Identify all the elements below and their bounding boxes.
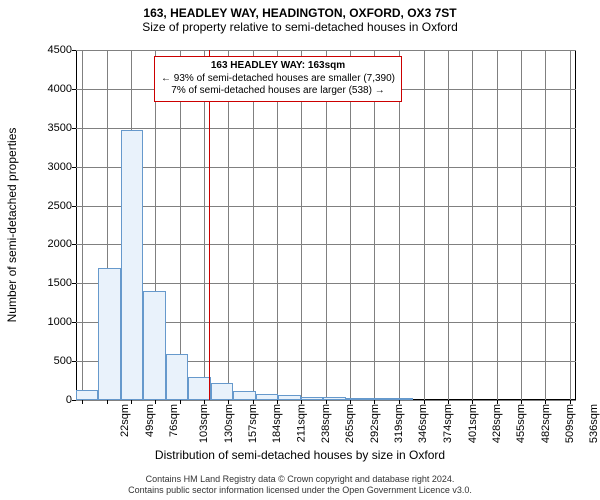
grid-line-v <box>180 50 181 400</box>
xtick-label: 482sqm <box>540 404 552 443</box>
xtick-mark <box>82 400 83 404</box>
footer-line1: Contains HM Land Registry data © Crown c… <box>146 474 455 484</box>
xtick-label: 346sqm <box>417 404 429 443</box>
chart-footer: Contains HM Land Registry data © Crown c… <box>0 474 600 496</box>
grid-line-v <box>204 50 205 400</box>
annotation-line2: ← 93% of semi-detached houses are smalle… <box>161 73 395 86</box>
ytick-mark <box>72 206 76 207</box>
grid-line-v <box>399 50 400 400</box>
xtick-label: 49sqm <box>144 404 156 437</box>
grid-line-v <box>374 50 375 400</box>
ytick-label: 3500 <box>22 122 72 134</box>
histogram-bar <box>301 397 324 400</box>
histogram-bar <box>211 383 234 400</box>
chart-title: 163, HEADLEY WAY, HEADINGTON, OXFORD, OX… <box>0 0 600 20</box>
ytick-mark <box>72 400 76 401</box>
xtick-label: 22sqm <box>119 404 131 437</box>
xtick-label: 292sqm <box>369 404 381 443</box>
ytick-label: 3000 <box>22 161 72 173</box>
footer-line2: Contains public sector information licen… <box>128 485 472 495</box>
ytick-label: 1500 <box>22 277 72 289</box>
ytick-mark <box>72 361 76 362</box>
histogram-bar <box>368 398 391 400</box>
ytick-mark <box>72 322 76 323</box>
annotation-box: 163 HEADLEY WAY: 163sqm← 93% of semi-det… <box>154 56 402 102</box>
grid-line-v <box>228 50 229 400</box>
grid-line-v <box>448 50 449 400</box>
grid-line-v <box>326 50 327 400</box>
xtick-label: 265sqm <box>344 404 356 443</box>
histogram-bar <box>233 391 256 400</box>
grid-line-v <box>497 50 498 400</box>
reference-line <box>209 50 210 400</box>
grid-line-v <box>301 50 302 400</box>
xtick-mark <box>131 400 132 404</box>
histogram-bar <box>278 395 301 400</box>
xtick-label: 509sqm <box>564 404 576 443</box>
xtick-label: 211sqm <box>295 404 307 442</box>
histogram-bar <box>76 390 99 400</box>
histogram-bar <box>143 291 166 400</box>
histogram-bar <box>188 377 211 400</box>
annotation-line1: 163 HEADLEY WAY: 163sqm <box>161 60 395 73</box>
grid-line-v <box>545 50 546 400</box>
xtick-label: 76sqm <box>168 404 180 437</box>
grid-line-v <box>350 50 351 400</box>
ytick-mark <box>72 283 76 284</box>
grid-line-v <box>424 50 425 400</box>
grid-line-v <box>82 50 83 400</box>
ytick-mark <box>72 128 76 129</box>
xtick-label: 130sqm <box>223 404 235 443</box>
chart-subtitle: Size of property relative to semi-detach… <box>0 20 600 36</box>
plot-area <box>76 50 576 400</box>
grid-line-v <box>253 50 254 400</box>
x-axis-label: Distribution of semi-detached houses by … <box>0 448 600 462</box>
axis-right <box>575 50 576 400</box>
ytick-label: 0 <box>22 394 72 406</box>
axis-left <box>76 50 77 400</box>
xtick-label: 401sqm <box>467 404 479 443</box>
chart-container: 163, HEADLEY WAY, HEADINGTON, OXFORD, OX… <box>0 0 600 500</box>
ytick-label: 500 <box>22 355 72 367</box>
histogram-bar <box>346 398 369 400</box>
ytick-mark <box>72 167 76 168</box>
xtick-mark <box>107 400 108 404</box>
ytick-label: 4500 <box>22 44 72 56</box>
histogram-bar <box>323 397 346 400</box>
xtick-label: 319sqm <box>393 404 405 443</box>
histogram-bar <box>256 394 279 400</box>
xtick-label: 455sqm <box>516 404 528 443</box>
ytick-label: 2000 <box>22 238 72 250</box>
ytick-mark <box>72 244 76 245</box>
ytick-label: 4000 <box>22 83 72 95</box>
y-axis-label: Number of semi-detached properties <box>5 128 19 323</box>
annotation-line3: 7% of semi-detached houses are larger (5… <box>161 85 395 98</box>
ytick-mark <box>72 50 76 51</box>
histogram-bar <box>98 268 121 400</box>
ytick-label: 1000 <box>22 316 72 328</box>
xtick-label: 184sqm <box>271 404 283 443</box>
histogram-bar <box>166 354 189 400</box>
xtick-label: 536sqm <box>589 404 600 443</box>
grid-line-v <box>472 50 473 400</box>
xtick-label: 157sqm <box>247 404 259 443</box>
grid-line-v <box>570 50 571 400</box>
ytick-mark <box>72 89 76 90</box>
grid-line-v <box>277 50 278 400</box>
xtick-label: 428sqm <box>491 404 503 443</box>
xtick-label: 238sqm <box>320 404 332 443</box>
ytick-label: 2500 <box>22 200 72 212</box>
grid-line-v <box>521 50 522 400</box>
xtick-label: 374sqm <box>443 404 455 443</box>
xtick-label: 103sqm <box>198 404 210 443</box>
histogram-bar <box>121 130 144 400</box>
histogram-bar <box>391 398 414 400</box>
